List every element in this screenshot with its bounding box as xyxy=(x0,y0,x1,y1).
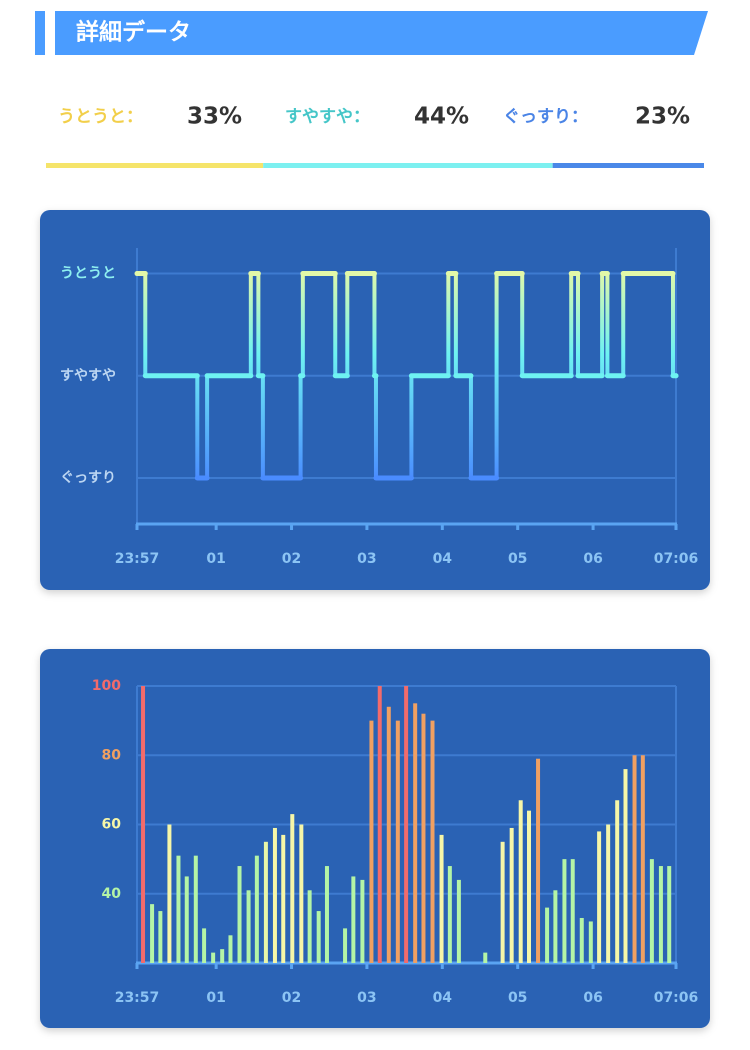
bar xyxy=(220,949,225,963)
bar xyxy=(167,824,172,963)
chart-panel xyxy=(40,649,710,1028)
bar xyxy=(263,841,268,963)
bar xyxy=(439,834,444,963)
x-tick-label: 04 xyxy=(433,990,453,1006)
bar xyxy=(141,686,146,963)
bar xyxy=(623,769,628,963)
bar xyxy=(343,928,348,963)
bar xyxy=(579,917,584,963)
bar xyxy=(351,876,356,963)
x-tick-label: 03 xyxy=(357,990,376,1006)
bar xyxy=(570,859,575,963)
bar xyxy=(430,720,435,963)
bar xyxy=(615,800,620,963)
x-tick-label: 06 xyxy=(583,551,602,567)
bar xyxy=(150,904,155,963)
x-tick-label: 01 xyxy=(206,551,225,567)
bar xyxy=(588,921,593,963)
y-tick-label: ぐっすり xyxy=(60,470,116,486)
summary-label: すやすや： xyxy=(285,107,370,127)
bar xyxy=(658,866,663,963)
bar xyxy=(545,907,550,963)
x-tick-label: 05 xyxy=(508,990,527,1006)
summary-label: うとうと： xyxy=(58,107,143,127)
y-tick-label: 80 xyxy=(102,747,122,763)
bar xyxy=(176,855,181,963)
bar xyxy=(360,879,365,963)
bar xyxy=(483,952,488,963)
bar xyxy=(281,834,286,963)
x-tick-label: 23:57 xyxy=(115,990,160,1006)
bar xyxy=(193,855,198,963)
x-tick-label: 01 xyxy=(206,990,225,1006)
bar xyxy=(254,855,259,963)
x-tick-label: 23:57 xyxy=(115,551,160,567)
header-bar xyxy=(55,11,708,55)
summary-label: ぐっすり： xyxy=(503,107,588,127)
y-tick-label: すやすや xyxy=(60,368,116,384)
bar xyxy=(377,686,382,963)
bar xyxy=(272,827,277,963)
bar xyxy=(211,952,216,963)
summary-bar-segment xyxy=(552,163,704,168)
bar xyxy=(395,720,400,963)
y-tick-label: 100 xyxy=(92,678,121,694)
bar xyxy=(290,814,295,963)
summary-value: 23% xyxy=(635,104,690,130)
bar xyxy=(649,859,654,963)
bar xyxy=(447,866,452,963)
x-tick-label: 04 xyxy=(433,551,453,567)
summary: うとうと： 33% すやすや： 44% ぐっすり： 23% xyxy=(46,104,704,168)
bar xyxy=(324,866,329,963)
bar xyxy=(456,879,461,963)
x-tick-label: 03 xyxy=(357,551,376,567)
x-tick-label: 02 xyxy=(282,551,301,567)
bar xyxy=(536,758,541,963)
bar xyxy=(404,686,409,963)
bar xyxy=(237,866,242,963)
summary-value: 33% xyxy=(187,104,242,130)
header-title: 詳細データ xyxy=(76,19,191,46)
bar xyxy=(632,755,637,963)
summary-bar-segment xyxy=(263,163,553,168)
x-tick-label: 02 xyxy=(282,990,301,1006)
x-tick-label: 06 xyxy=(583,990,602,1006)
bar xyxy=(500,841,505,963)
bar xyxy=(246,890,251,963)
y-tick-label: うとうと xyxy=(60,266,116,282)
x-tick-label: 07:06 xyxy=(654,990,699,1006)
bar xyxy=(299,824,304,963)
y-tick-label: 60 xyxy=(102,817,122,833)
x-tick-label: 05 xyxy=(508,551,527,567)
bar xyxy=(518,800,523,963)
charts: ぐっすり すやすや うとうと 23:57 01 02 03 04 05 06 07:06 40 60 80… xyxy=(60,248,698,1006)
bar xyxy=(509,827,514,963)
bar xyxy=(640,755,645,963)
summary-bar-segment xyxy=(46,163,264,168)
bar xyxy=(562,859,567,963)
bar xyxy=(597,831,602,963)
bar xyxy=(421,713,426,963)
bar xyxy=(413,703,418,963)
bar xyxy=(307,890,312,963)
bar xyxy=(606,824,611,963)
x-tick-label: 07:06 xyxy=(654,551,699,567)
summary-value: 44% xyxy=(414,104,469,130)
bar xyxy=(228,935,233,963)
bar xyxy=(184,876,189,963)
bar xyxy=(527,810,531,963)
y-tick-label: 40 xyxy=(102,886,122,902)
bar xyxy=(667,866,672,963)
bar xyxy=(369,720,374,963)
bar xyxy=(386,706,391,963)
bar xyxy=(553,890,558,963)
bar xyxy=(316,911,321,963)
bar xyxy=(202,928,207,963)
header-accent xyxy=(35,11,45,55)
bar xyxy=(158,911,163,963)
